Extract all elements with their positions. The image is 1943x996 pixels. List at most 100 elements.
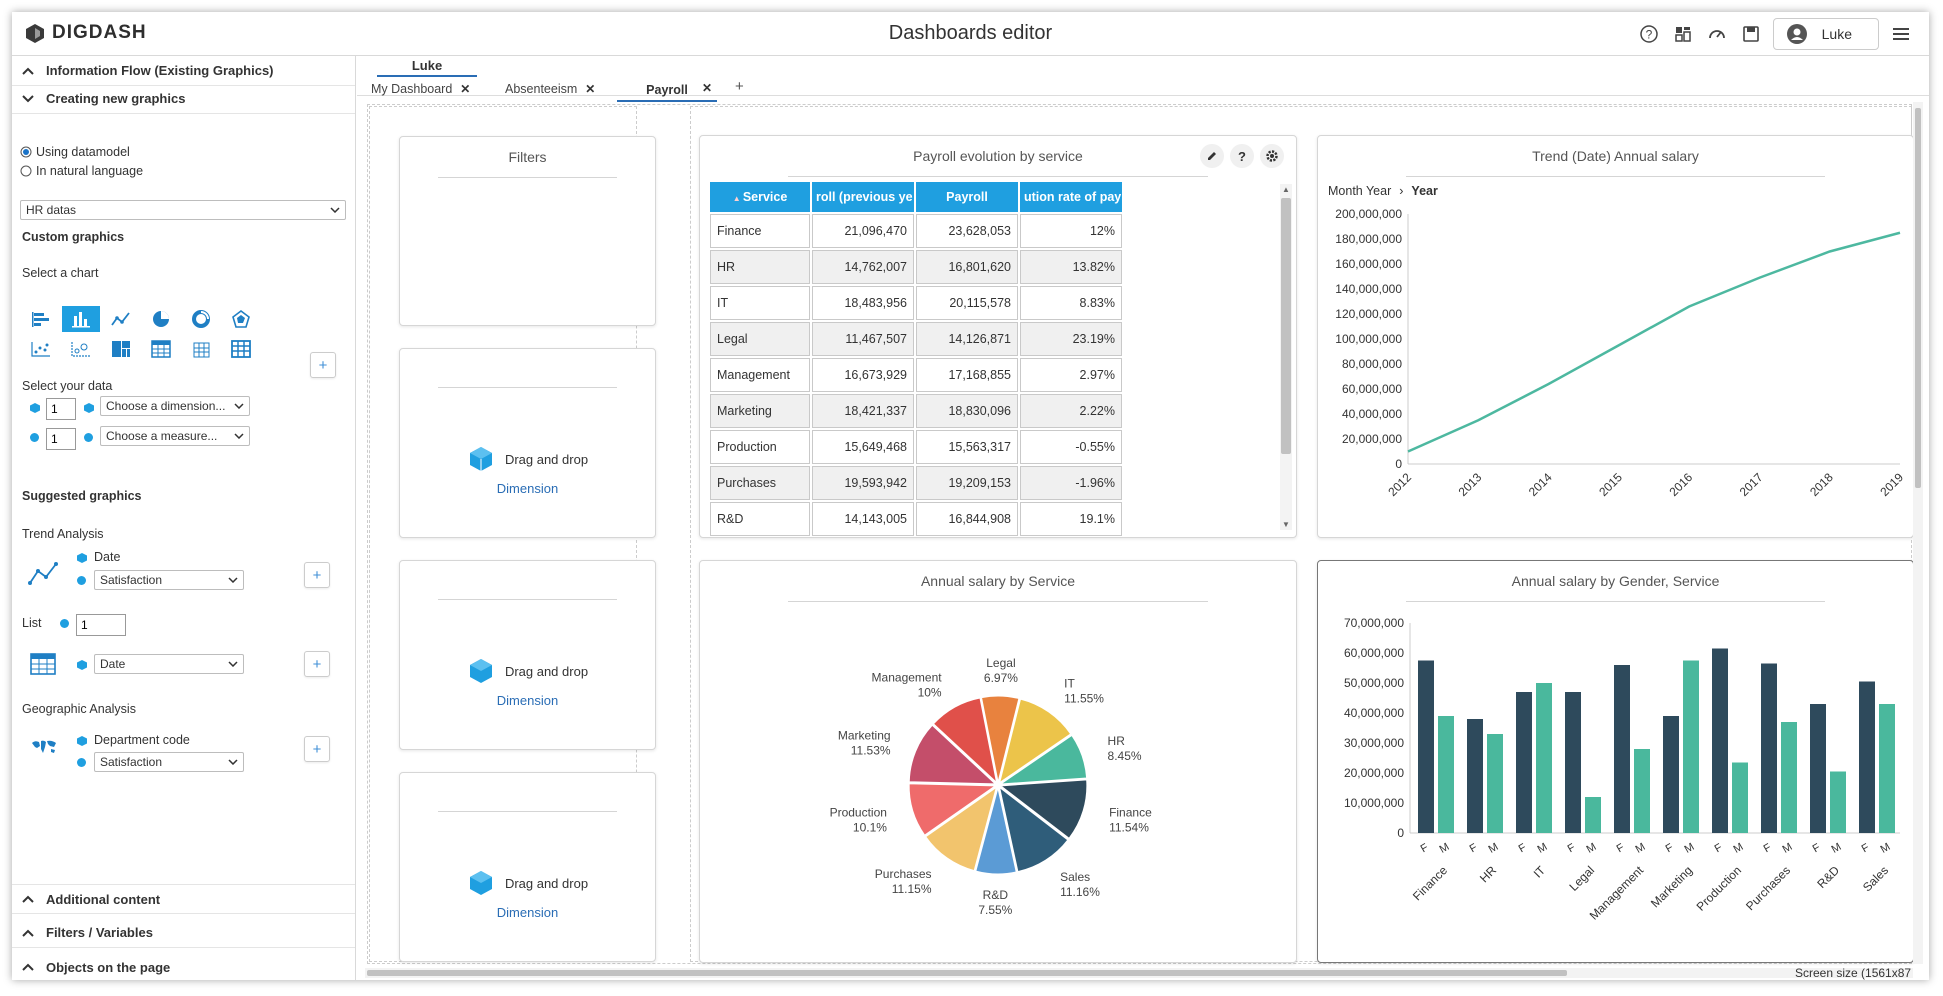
chart-type-treemap-icon[interactable] bbox=[102, 336, 140, 362]
chart-type-pie-icon[interactable] bbox=[142, 306, 180, 332]
table-row[interactable]: HR 14,762,007 16,801,620 13.82% bbox=[710, 250, 1122, 284]
section-filters-variables[interactable]: Filters / Variables bbox=[12, 918, 355, 948]
drop-zone[interactable]: Drag and drop Dimension bbox=[400, 445, 655, 496]
dashboard-horizontal-scrollbar[interactable] bbox=[365, 968, 1913, 978]
radio-using-datamodel[interactable]: Using datamodel bbox=[20, 145, 130, 159]
measure-count-input[interactable] bbox=[46, 428, 76, 450]
list-label: List bbox=[22, 616, 42, 630]
cell-value: -1.96% bbox=[1020, 466, 1122, 500]
drop-zone[interactable]: Drag and drop Dimension bbox=[400, 657, 655, 708]
chart-type-scatter-icon[interactable] bbox=[22, 336, 60, 362]
trend-analysis-label: Trend Analysis bbox=[22, 527, 104, 541]
chart-type-donut-icon[interactable] bbox=[182, 306, 220, 332]
add-tab-button[interactable]: + bbox=[735, 78, 744, 95]
drop-zone-widget[interactable]: Drag and drop Dimension bbox=[399, 560, 656, 750]
dimension-select[interactable]: Choose a dimension... bbox=[100, 396, 250, 416]
scroll-up-icon[interactable]: ▲ bbox=[1282, 185, 1290, 194]
chart-type-line-icon[interactable] bbox=[102, 306, 140, 332]
tab-absenteeism[interactable]: Absenteeism ✕ bbox=[505, 80, 595, 98]
bar bbox=[1487, 734, 1503, 833]
column-header-payroll[interactable]: Payroll bbox=[916, 182, 1018, 212]
column-header-evolution[interactable]: ution rate of pay bbox=[1020, 182, 1122, 212]
slice-label: Management bbox=[872, 671, 943, 685]
widget-toolbar: ? bbox=[1200, 144, 1284, 168]
add-list-button[interactable]: + bbox=[304, 651, 330, 677]
tab-label: Payroll bbox=[646, 83, 688, 97]
help-icon[interactable]: ? bbox=[1637, 22, 1661, 46]
gauge-icon[interactable] bbox=[1705, 22, 1729, 46]
table-row[interactable]: R&D 14,143,005 16,844,908 19.1% bbox=[710, 502, 1122, 536]
breadcrumb-item[interactable]: Month Year bbox=[1328, 184, 1392, 198]
chart-type-radar-icon[interactable] bbox=[222, 306, 260, 332]
x-tick-label: 2014 bbox=[1526, 470, 1555, 499]
table-row[interactable]: Purchases 19,593,942 19,209,153 -1.96% bbox=[710, 466, 1122, 500]
scroll-down-icon[interactable]: ▼ bbox=[1282, 520, 1290, 529]
geographic-analysis-label: Geographic Analysis bbox=[22, 702, 136, 716]
y-tick-label: 0 bbox=[1395, 457, 1402, 471]
dashboard-vertical-scrollbar[interactable] bbox=[1913, 102, 1923, 964]
tab-label: My Dashboard bbox=[371, 82, 453, 96]
column-header-service[interactable]: ▲ Service bbox=[710, 182, 810, 212]
chevron-up-icon bbox=[20, 929, 36, 937]
datamodel-value: HR datas bbox=[26, 203, 77, 217]
edit-icon[interactable] bbox=[1200, 144, 1224, 168]
add-geographic-analysis-button[interactable]: + bbox=[304, 736, 330, 762]
chart-type-bar-vertical-icon[interactable] bbox=[62, 306, 100, 332]
section-objects-on-page[interactable]: Objects on the page bbox=[12, 952, 355, 980]
table-row[interactable]: Management 16,673,929 17,168,855 2.97% bbox=[710, 358, 1122, 392]
table-row[interactable]: IT 18,483,956 20,115,578 8.83% bbox=[710, 286, 1122, 320]
category-label: Sales bbox=[1860, 863, 1891, 894]
datamodel-select[interactable]: HR datas bbox=[20, 200, 346, 220]
drop-zone-widget[interactable]: Drag and drop Dimension bbox=[399, 772, 656, 962]
tab-my-dashboard[interactable]: My Dashboard ✕ bbox=[371, 80, 470, 98]
list-dimension-select[interactable]: Date bbox=[94, 654, 244, 674]
close-icon[interactable]: ✕ bbox=[702, 81, 713, 95]
add-trend-analysis-button[interactable]: + bbox=[304, 562, 330, 588]
scroll-thumb[interactable] bbox=[367, 970, 1567, 976]
payroll-table-widget[interactable]: Payroll evolution by service ? ▲ Service… bbox=[699, 135, 1297, 538]
drop-zone-widget[interactable]: Drag and drop Dimension bbox=[399, 348, 656, 538]
chart-type-table-icon[interactable] bbox=[142, 336, 180, 362]
trend-chart-widget[interactable]: Trend (Date) Annual salary Month Year › … bbox=[1317, 135, 1914, 538]
help-icon[interactable]: ? bbox=[1230, 144, 1254, 168]
section-information-flow[interactable]: Information Flow (Existing Graphics) bbox=[12, 56, 355, 86]
section-additional-content[interactable]: Additional content bbox=[12, 884, 355, 914]
menu-icon[interactable] bbox=[1889, 22, 1913, 46]
close-icon[interactable]: ✕ bbox=[460, 82, 471, 96]
add-custom-chart-button[interactable]: + bbox=[310, 352, 336, 378]
scroll-thumb[interactable] bbox=[1915, 108, 1921, 488]
column-header-payroll-previous[interactable]: roll (previous ye bbox=[812, 182, 914, 212]
trend-measure-select[interactable]: Satisfaction bbox=[94, 570, 244, 590]
close-icon[interactable]: ✕ bbox=[585, 82, 596, 96]
table-row[interactable]: Marketing 18,421,337 18,830,096 2.22% bbox=[710, 394, 1122, 428]
pie-chart-widget[interactable]: Annual salary by Service Finance 11.54% Sa… bbox=[699, 560, 1297, 963]
chart-type-bar-horizontal-icon[interactable] bbox=[22, 306, 60, 332]
list-count-input[interactable] bbox=[76, 614, 126, 636]
dashboard-icon[interactable] bbox=[1671, 22, 1695, 46]
chart-type-pivot-grid-icon[interactable] bbox=[182, 336, 220, 362]
drop-zone[interactable]: Drag and drop Dimension bbox=[400, 869, 655, 920]
tab-payroll[interactable]: Payroll bbox=[617, 80, 717, 102]
geo-measure-select[interactable]: Satisfaction bbox=[94, 752, 244, 772]
page-tabs: Luke My Dashboard ✕ Absenteeism ✕ Payrol… bbox=[357, 56, 1929, 102]
table-scrollbar[interactable]: ▲ ▼ bbox=[1280, 184, 1292, 530]
table-row[interactable]: Legal 11,467,507 14,126,871 23.19% bbox=[710, 322, 1122, 356]
user-menu[interactable]: Luke bbox=[1772, 18, 1879, 50]
table-row[interactable]: Finance 21,096,470 23,628,053 12% bbox=[710, 214, 1122, 248]
dimension-link[interactable]: Dimension bbox=[496, 693, 559, 708]
section-creating-new-graphics[interactable]: Creating new graphics bbox=[12, 84, 355, 114]
chart-type-bubble-icon[interactable] bbox=[62, 336, 100, 362]
save-icon[interactable] bbox=[1739, 22, 1763, 46]
dimension-link[interactable]: Dimension bbox=[496, 905, 559, 920]
chart-type-heatmap-grid-icon[interactable] bbox=[222, 336, 260, 362]
radio-natural-language[interactable]: In natural language bbox=[20, 164, 143, 178]
measure-select[interactable]: Choose a measure... bbox=[100, 426, 250, 446]
filters-widget[interactable]: Filters bbox=[399, 136, 656, 326]
gear-icon[interactable] bbox=[1260, 144, 1284, 168]
bar-chart-widget[interactable]: Annual salary by Gender, Service 70,000,… bbox=[1317, 560, 1914, 963]
dimension-link[interactable]: Dimension bbox=[496, 481, 559, 496]
table-row[interactable]: Production 15,649,468 15,563,317 -0.55% bbox=[710, 430, 1122, 464]
scroll-thumb[interactable] bbox=[1281, 198, 1291, 454]
dimension-count-input[interactable] bbox=[46, 398, 76, 420]
geo-measure-value: Satisfaction bbox=[100, 755, 163, 769]
